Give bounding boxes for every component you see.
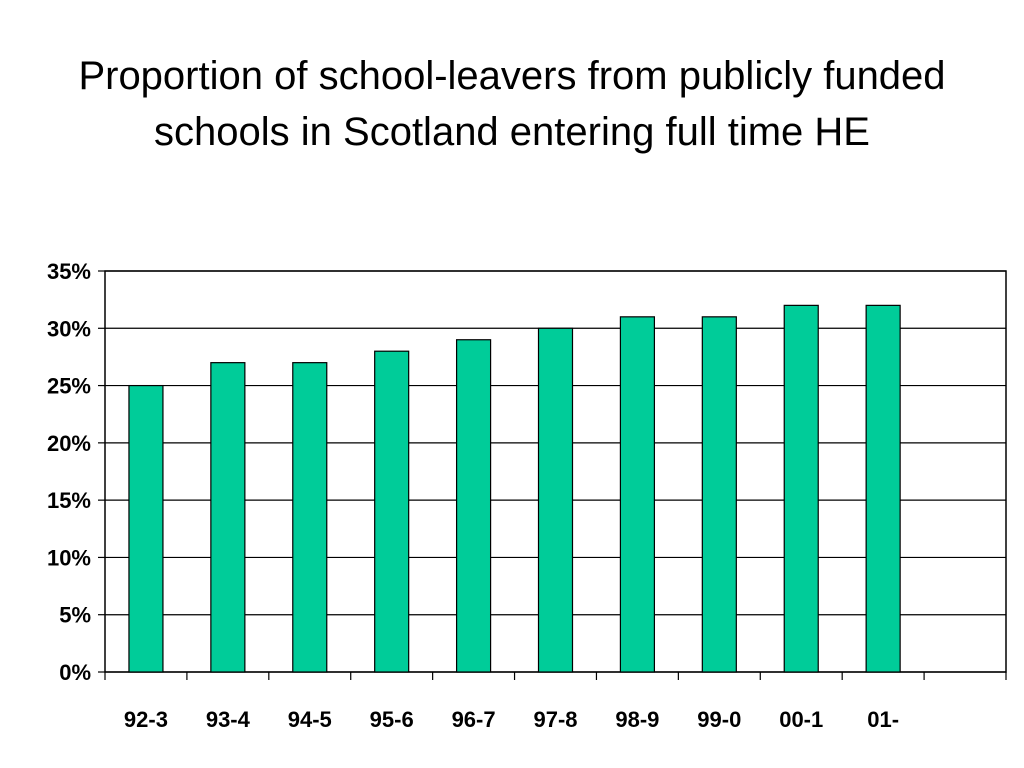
axes <box>98 270 1007 680</box>
bars <box>128 304 901 673</box>
y-tick-label: 25% <box>47 374 91 399</box>
x-tick-label: 95-6 <box>370 707 414 732</box>
x-tick-label: 94-5 <box>288 707 332 732</box>
x-tick-label: 00-1 <box>779 707 823 732</box>
y-tick-label: 10% <box>47 545 91 570</box>
y-tick-label: 30% <box>47 316 91 341</box>
x-tick-label: 98-9 <box>615 707 659 732</box>
x-tick-label: 96-7 <box>452 707 496 732</box>
x-tick-label: 93-4 <box>206 707 251 732</box>
x-tick-label: 01- <box>867 707 899 732</box>
y-tick-label: 0% <box>59 660 91 685</box>
y-tick-label: 5% <box>59 603 91 628</box>
bar-95-6 <box>374 350 410 673</box>
y-tick-label: 35% <box>47 259 91 284</box>
bar-01- <box>865 304 901 673</box>
bar-96-7 <box>455 339 492 673</box>
bar-93-4 <box>210 362 246 673</box>
bar-00-1 <box>783 304 819 673</box>
bar-94-5 <box>292 362 328 673</box>
bar-97-8 <box>537 327 574 673</box>
y-tick-label: 20% <box>47 431 91 456</box>
bar-98-9 <box>619 316 656 673</box>
y-tick-label: 15% <box>47 488 91 513</box>
x-tick-label: 99-0 <box>697 707 741 732</box>
chart-title-line-2: schools in Scotland entering full time H… <box>154 110 870 154</box>
bar-99-0 <box>701 316 737 673</box>
chart-title-line-1: Proportion of school-leavers from public… <box>78 54 946 98</box>
bar-92-3 <box>128 384 164 673</box>
chart-title: Proportion of school-leavers from public… <box>0 48 1024 160</box>
axis-labels: 0% 5% 10% 15% 20% 25% 30% 35% 92-3 93-4 94-5 95-6 96… <box>47 259 899 732</box>
x-tick-label: 97-8 <box>533 707 577 732</box>
x-tick-label: 92-3 <box>124 707 168 732</box>
